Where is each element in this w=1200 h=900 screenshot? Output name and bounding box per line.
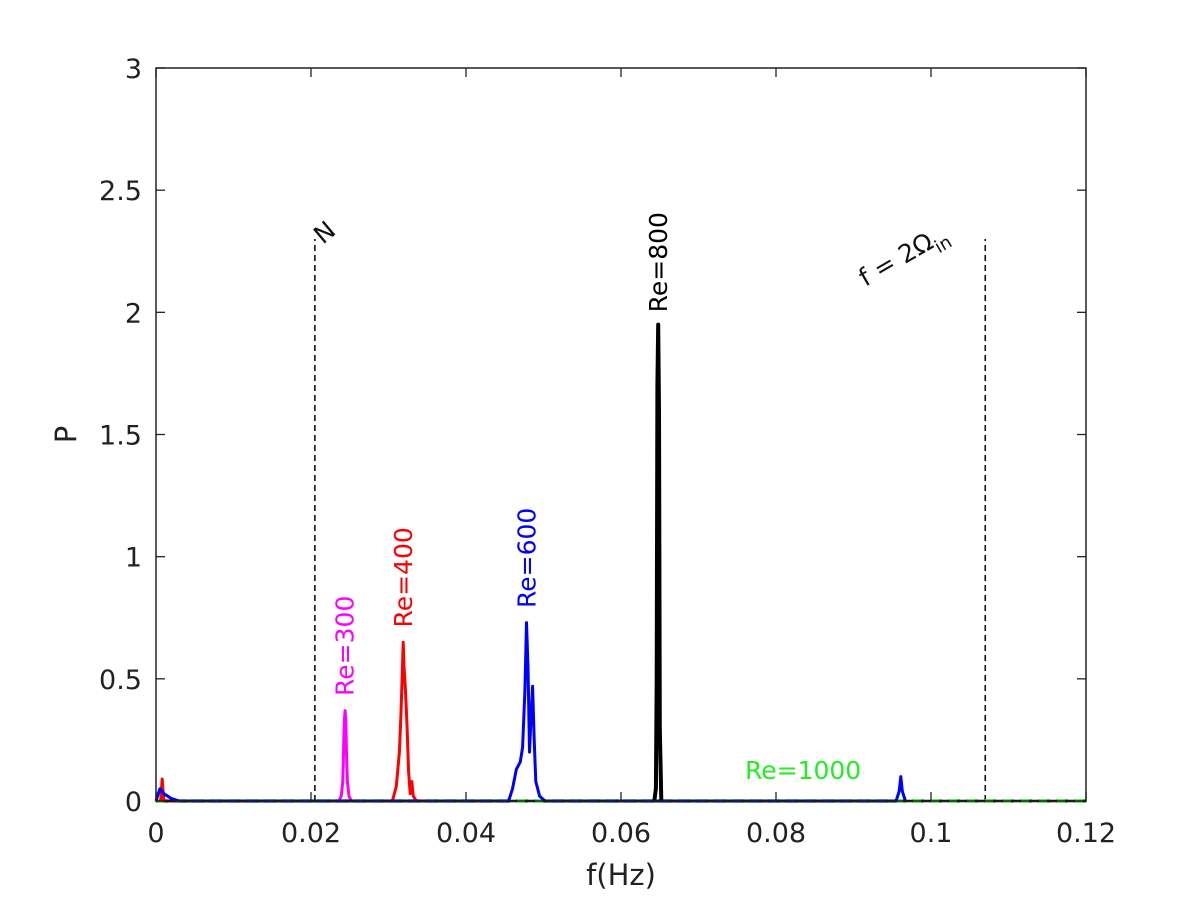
x-axis-title: f(Hz) (586, 858, 656, 892)
y-tick-label: 3 (125, 54, 142, 85)
y-tick-label: 0 (125, 787, 142, 818)
x-tick-label: 0.08 (746, 818, 806, 849)
y-tick-label: 0.5 (99, 665, 142, 696)
ticks-layer: 0 0.02 0.04 0.06 0.08 0.1 0.12 0 0.5 1 1.5 2 2.5 3 (99, 54, 1116, 849)
series-line-re-300 (337, 709, 353, 802)
y-tick-label: 2 (125, 298, 142, 329)
series-label-4: Re=1000 (745, 756, 861, 785)
series-label-2: Re=600 (512, 508, 541, 608)
x-tick-label: 0 (147, 818, 164, 849)
y-tick-label: 1 (125, 543, 142, 574)
y-axis-title: P (49, 426, 83, 444)
x-tick-label: 0.02 (281, 818, 341, 849)
series-label-1: Re=400 (389, 527, 418, 627)
series-label-0: Re=300 (330, 596, 359, 696)
x-tick-label: 0.1 (910, 818, 953, 849)
y-tick-label: 1.5 (99, 421, 142, 452)
x-tick-label: 0.04 (436, 818, 496, 849)
y-tick-label: 2.5 (99, 176, 142, 207)
series-label-3: Re=800 (644, 212, 673, 312)
x-tick-label: 0.06 (591, 818, 651, 849)
x-tick-label: 0.12 (1056, 818, 1116, 849)
series-line-re-800 (652, 322, 664, 802)
